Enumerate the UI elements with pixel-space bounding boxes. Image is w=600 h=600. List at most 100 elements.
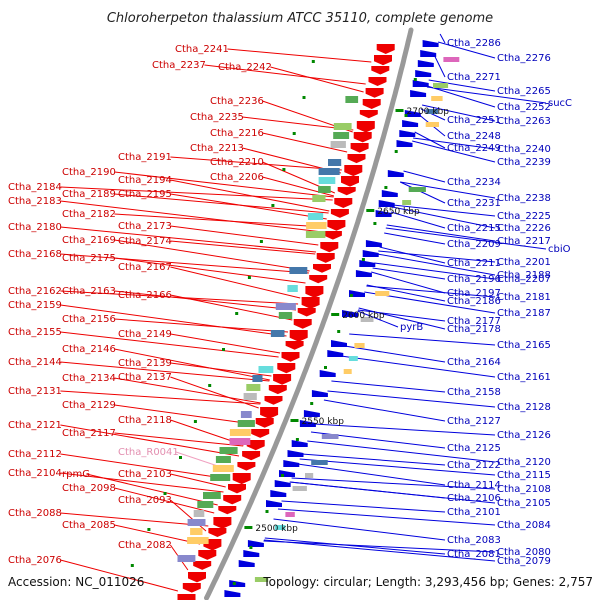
- scale-mark: [373, 222, 377, 225]
- scale-mark: [130, 564, 134, 567]
- leader-line: [340, 355, 496, 378]
- gene-label-right: Ctha_2084: [497, 520, 551, 531]
- reverse-gene-arrow: [291, 440, 308, 447]
- kbp-tick-label: 2550 kbp: [302, 417, 345, 427]
- gene-label-right: Ctha_2128: [497, 402, 551, 413]
- gene-content-block: [254, 577, 269, 582]
- gene-content-block: [229, 438, 251, 445]
- kbp-ticks: 2700 kbp 2650 kbp 2600 kbp 2550 kbp 2500 kbp: [244, 107, 449, 534]
- gene-label-right: Ctha_2126: [497, 430, 551, 441]
- forward-gene-arrow: [208, 528, 227, 537]
- map-title: Chloroherpeton thalassium ATCC 35110, co…: [107, 11, 493, 26]
- reverse-gene-arrow: [243, 550, 260, 557]
- scale-mark: [163, 492, 167, 495]
- leader-line: [372, 267, 446, 280]
- gene-content-block: [305, 231, 326, 238]
- leader-line: [263, 540, 496, 553]
- gene-content-block: [402, 200, 412, 205]
- gene-label-left: Ctha_2166: [118, 290, 172, 301]
- gene-label-left: Ctha_2144: [8, 357, 62, 368]
- forward-gene-arrow: [374, 55, 392, 66]
- forward-gene-arrow: [223, 495, 242, 505]
- scale-mark: [349, 294, 353, 297]
- gene-label-left: Ctha_2237: [152, 60, 206, 71]
- reverse-gene-arrow: [402, 120, 419, 127]
- reverse-gene-arrow: [327, 350, 344, 357]
- gene-content-block: [311, 460, 328, 465]
- leader-line: [331, 380, 446, 393]
- scale-mark: [413, 78, 417, 81]
- kbp-tick-mark: [244, 526, 253, 529]
- forward-gene-arrow: [359, 110, 378, 119]
- gene-content-block: [307, 213, 324, 220]
- leader-line: [420, 108, 446, 121]
- reverse-gene-arrow: [319, 370, 336, 377]
- kbp-tick-label: 2600 kbp: [342, 311, 385, 321]
- leader-line: [114, 348, 270, 381]
- gene-label-left: Ctha_2174: [118, 236, 172, 247]
- gene-content-block: [292, 486, 307, 491]
- leader-line: [114, 318, 289, 333]
- gene-label-right: Ctha_2177: [447, 316, 501, 327]
- leader-line: [170, 240, 316, 255]
- scale-mark: [302, 96, 306, 99]
- gene-label-left: Ctha_2189: [62, 189, 116, 200]
- leader-line: [299, 458, 496, 476]
- forward-gene-arrow: [198, 550, 217, 560]
- leader-line: [170, 362, 272, 377]
- scale-mark: [249, 546, 253, 549]
- gene-label-left: Ctha_2242: [218, 62, 272, 73]
- gene-content-block: [328, 159, 342, 166]
- gene-content-block: [287, 285, 298, 292]
- forward-gene-arrow: [273, 374, 292, 385]
- leader-line: [170, 156, 342, 171]
- gene-content-block: [330, 141, 346, 148]
- gene-label-left: Ctha_2167: [118, 262, 172, 273]
- leader-line: [60, 361, 270, 382]
- gene-label-right: Ctha_2101: [447, 507, 501, 518]
- forward-gene-arrow: [356, 121, 375, 133]
- gene-label-right: Ctha_2201: [497, 257, 551, 268]
- scale-mark: [232, 582, 236, 585]
- leader-line: [277, 508, 496, 526]
- reverse-gene-arrow: [299, 420, 316, 427]
- genome-backbone-arc: [204, 27, 414, 600]
- gene-label-left: Ctha_2169: [62, 235, 116, 246]
- gene-label-left: Ctha_2117: [62, 428, 116, 439]
- reverse-gene-arrow: [422, 40, 439, 47]
- leader-line: [114, 432, 244, 447]
- forward-gene-arrow: [301, 297, 320, 309]
- gene-label-right: Ctha_2271: [447, 72, 501, 83]
- gene-label-right: Ctha_2197: [447, 288, 501, 299]
- gene-label-right: Ctha_2158: [447, 387, 501, 398]
- gene-label-right: Ctha_2225: [497, 211, 551, 222]
- leader-line: [204, 64, 366, 85]
- gene-content-block: [270, 330, 285, 337]
- forward-gene-arrow: [260, 407, 279, 419]
- scale-mark: [208, 384, 212, 387]
- forward-gene-arrow: [313, 264, 331, 273]
- forward-gene-arrow: [362, 99, 381, 109]
- leader-line: [114, 487, 215, 514]
- gene-label-right: Ctha_2164: [447, 357, 501, 368]
- gene-content-block: [289, 267, 308, 274]
- gene-label-left: Ctha_2082: [118, 540, 172, 551]
- scale-mark: [222, 348, 225, 351]
- gene-label-left: Ctha_2088: [8, 508, 62, 519]
- gene-content-block: [285, 512, 295, 517]
- gene-label-right: Ctha_2217: [497, 236, 551, 247]
- gene-content-block: [305, 473, 314, 478]
- gene-label-right: pyrB: [400, 322, 423, 333]
- gene-label-left: Ctha_2180: [8, 222, 62, 233]
- gene-label-left: Ctha_2134: [62, 373, 116, 384]
- reverse-gene-arrow: [420, 50, 437, 57]
- forward-gene-arrow: [330, 209, 349, 218]
- leader-line: [344, 345, 446, 363]
- gene-label-right: Ctha_2165: [497, 340, 551, 351]
- leader-line: [60, 424, 240, 457]
- leader-line: [437, 41, 496, 59]
- gene-label-left: Ctha_2155: [8, 327, 62, 338]
- gene-content-block: [306, 222, 327, 229]
- gene-content-block: [212, 465, 234, 472]
- reverse-gene-arrow: [349, 290, 365, 297]
